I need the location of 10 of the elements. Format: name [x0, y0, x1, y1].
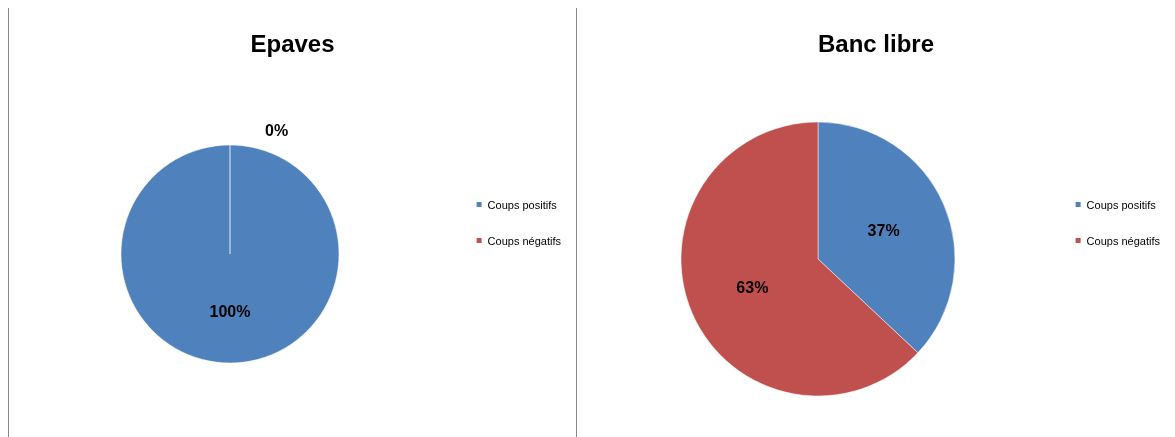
- data-label: 37%: [867, 222, 900, 240]
- legend-label: Coups positifs: [1086, 198, 1157, 211]
- legend-label: Coups négatifs: [1086, 234, 1161, 247]
- text: 0%: [265, 121, 289, 139]
- chart-title: Banc libre: [817, 29, 935, 57]
- data-label: 100%: [209, 303, 251, 320]
- legend-label: Coups négatifs: [487, 234, 562, 247]
- chart-title: Epaves: [250, 29, 335, 57]
- data-label: 63%: [736, 278, 769, 296]
- legend-label: Coups positifs: [487, 198, 558, 211]
